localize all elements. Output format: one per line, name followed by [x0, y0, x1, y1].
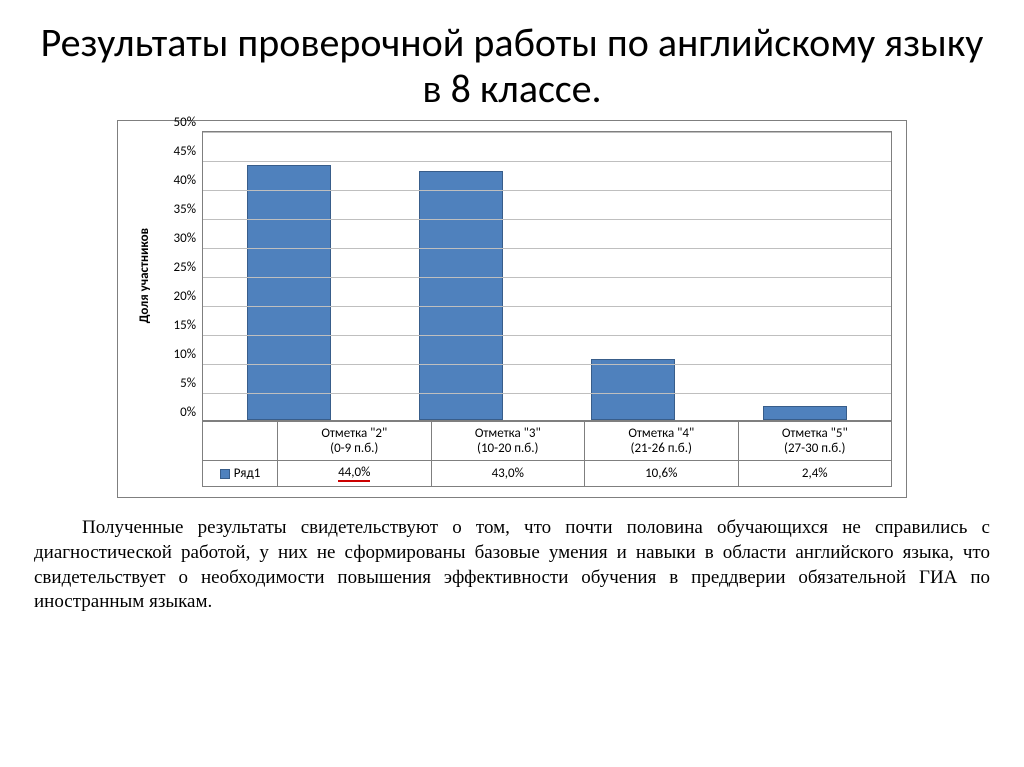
value-label: 43,0% [492, 466, 524, 481]
table-head-blank [203, 422, 278, 461]
grid-line [203, 364, 891, 365]
category-label-line2: (0-9 п.б.) [280, 441, 429, 456]
category-label-line1: Отметка "5" [741, 426, 890, 441]
category-label-cell: Отметка "2"(0-9 п.б.) [278, 422, 432, 461]
value-cell: 10,6% [585, 461, 739, 487]
analysis-paragraph: Полученные результаты свидетельствуют о … [34, 516, 990, 615]
grid-line [203, 306, 891, 307]
category-label-line1: Отметка "3" [434, 426, 583, 441]
chart-plot-row: Доля участников 50%45%40%35%30%25%20%15%… [132, 131, 892, 421]
value-label: 10,6% [645, 466, 677, 481]
bar-slot [375, 132, 547, 420]
chart-frame: Доля участников 50%45%40%35%30%25%20%15%… [117, 120, 907, 498]
table-row: Ряд1 44,0% 43,0% 10,6% 2,4% [203, 461, 892, 487]
bar [591, 359, 675, 420]
category-label-line2: (10-20 п.б.) [434, 441, 583, 456]
grid-line [203, 393, 891, 394]
page-title: Результаты проверочной работы по английс… [30, 20, 994, 112]
bars-container [203, 132, 891, 420]
bar-slot [719, 132, 891, 420]
value-cell: 44,0% [278, 461, 432, 487]
grid-line [203, 190, 891, 191]
legend-series-name: Ряд1 [234, 466, 261, 481]
bar [763, 406, 847, 420]
y-axis-label-col: Доля участников [132, 131, 156, 421]
value-cell: 2,4% [738, 461, 892, 487]
chart-inner: Доля участников 50%45%40%35%30%25%20%15%… [132, 131, 892, 487]
category-label-cell: Отметка "5"(27-30 п.б.) [738, 422, 892, 461]
value-label: 44,0% [338, 466, 370, 482]
bar [419, 171, 503, 420]
slide: Результаты проверочной работы по английс… [0, 0, 1024, 767]
y-ticks: 50%45%40%35%30%25%20%15%10%5%0% [156, 131, 202, 421]
value-cell: 43,0% [431, 461, 585, 487]
bar-slot [547, 132, 719, 420]
category-label-line2: (21-26 п.б.) [587, 441, 736, 456]
category-label-cell: Отметка "3"(10-20 п.б.) [431, 422, 585, 461]
category-label-line1: Отметка "4" [587, 426, 736, 441]
plot-area [202, 131, 892, 421]
legend-swatch-icon [220, 469, 230, 479]
chart-data-table: Отметка "2"(0-9 п.б.)Отметка "3"(10-20 п… [202, 421, 892, 487]
category-label-line2: (27-30 п.б.) [741, 441, 890, 456]
grid-line [203, 277, 891, 278]
table-row: Отметка "2"(0-9 п.б.)Отметка "3"(10-20 п… [203, 422, 892, 461]
grid-line [203, 335, 891, 336]
grid-line [203, 161, 891, 162]
category-label-cell: Отметка "4"(21-26 п.б.) [585, 422, 739, 461]
grid-line [203, 219, 891, 220]
y-axis-label: Доля участников [137, 228, 152, 323]
bar [247, 165, 331, 420]
legend-cell: Ряд1 [203, 461, 278, 487]
grid-line [203, 132, 891, 133]
value-label: 2,4% [802, 466, 828, 481]
category-label-line1: Отметка "2" [280, 426, 429, 441]
bar-slot [203, 132, 375, 420]
grid-line [203, 248, 891, 249]
